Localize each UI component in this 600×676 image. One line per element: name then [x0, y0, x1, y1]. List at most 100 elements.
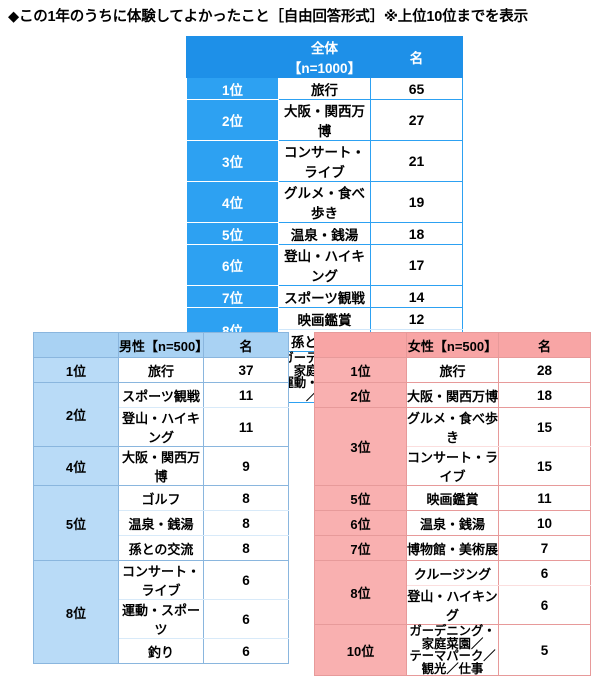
item-label-cell: 釣り [118, 638, 204, 664]
item-label-cell: 旅行 [118, 357, 204, 383]
header-unit-total: 名 [370, 36, 463, 78]
item-label-cell: 温泉・銭湯 [278, 222, 371, 245]
item-label-cell: 登山・ハイキング [278, 244, 371, 286]
table-row: 2位 大阪・関西万博 18 [314, 382, 591, 408]
rank-cell: 2位 [314, 382, 407, 408]
count-value-cell: 65 [370, 77, 463, 100]
item-label-cell: 映画鑑賞 [406, 485, 499, 511]
count-value-cell: 15 [498, 446, 591, 486]
item-label-cell: 温泉・銭湯 [406, 510, 499, 536]
count-value-cell: 11 [203, 382, 289, 408]
count-value-cell: 18 [498, 382, 591, 408]
rank-cell: 3位 [186, 140, 279, 182]
count-value-cell: 8 [203, 535, 289, 561]
item-label-cell: 温泉・銭湯 [118, 510, 204, 536]
table-female: 女性【n=500】 名 1位 旅行 28 2位 大阪・関西万博 18 3位 グルメ・食べ歩き 1… [314, 332, 591, 676]
item-label-cell: クルージング [406, 560, 499, 586]
table-header-row: 男性【n=500】 名 [33, 332, 289, 358]
item-label-cell: 大阪・関西万博 [118, 446, 204, 486]
item-label-cell: コンサート・ライブ [118, 560, 204, 600]
table-row: 6位 温泉・銭湯 10 [314, 510, 591, 536]
table-row: 5位 映画鑑賞 11 [314, 485, 591, 511]
header-group-female: 女性【n=500】 [406, 332, 499, 358]
count-value-cell: 11 [498, 485, 591, 511]
item-label-cell: 博物館・美術展 [406, 535, 499, 561]
count-value-cell: 6 [203, 638, 289, 664]
rank-cell: 6位 [314, 510, 407, 536]
count-value-cell: 6 [203, 560, 289, 600]
count-value-cell: 18 [370, 222, 463, 245]
count-value-cell: 14 [370, 285, 463, 308]
table-row: 7位 スポーツ観戦 14 [186, 285, 463, 308]
rank-cell: 2位 [186, 99, 279, 141]
rank-cell: 10位 [314, 623, 407, 676]
header-group-male: 男性【n=500】 [118, 332, 208, 358]
table-row: 3位 グルメ・食べ歩き 15 [314, 407, 591, 486]
page-title: ◆この1年のうちに体験してよかったこと［自由回答形式］※上位10位までを表示 [8, 9, 528, 25]
header-group-total: 全体【n=1000】 [278, 36, 371, 78]
table-row: 1位 旅行 65 [186, 77, 463, 100]
item-label-cell: 映画鑑賞 [278, 307, 371, 330]
count-value-cell: 5 [498, 623, 591, 676]
rank-cell: 7位 [314, 535, 407, 561]
count-value-cell: 11 [203, 407, 289, 447]
header-unit-female: 名 [498, 332, 591, 358]
table-female-head: 女性【n=500】 名 [314, 332, 591, 358]
table-row: 3位 コンサート・ライブ 21 [186, 140, 463, 182]
item-label-cell: グルメ・食べ歩き [406, 407, 499, 447]
table-row: 孫との交流 8 [34, 535, 289, 561]
table-row: 6位 登山・ハイキング 17 [186, 244, 463, 286]
table-row: 4位 大阪・関西万博 9 [33, 446, 289, 486]
count-value-cell: 9 [203, 446, 289, 486]
table-row: 8位 コンサート・ライブ 6 [33, 560, 289, 664]
table-row: 5位 ゴルフ 8 [33, 485, 289, 561]
item-label-cell: 旅行 [406, 357, 499, 383]
item-label-cell: コンサート・ライブ [406, 446, 499, 486]
rank-cell: 4位 [33, 446, 119, 486]
count-value-cell: 7 [498, 535, 591, 561]
item-label-cell: ゴルフ [118, 485, 204, 511]
item-label-cell: 登山・ハイキング [118, 407, 204, 447]
table-header-row: 女性【n=500】 名 [314, 332, 591, 358]
count-value-cell: 17 [370, 244, 463, 286]
count-value-cell: 10 [498, 510, 591, 536]
table-row: 1位 旅行 37 [33, 357, 289, 383]
count-value-cell: 6 [203, 599, 289, 639]
item-label-cell: コンサート・ライブ [278, 140, 371, 182]
table-row: 5位 温泉・銭湯 18 [186, 222, 463, 245]
rank-cell: 1位 [314, 357, 407, 383]
rank-cell: 1位 [33, 357, 119, 383]
count-value-cell: 12 [370, 307, 463, 330]
table-row: 8位 映画鑑賞 12 [186, 307, 463, 352]
table-male-body: 1位 旅行 37 2位 スポーツ観戦 11 登山・ハイキング 11 4位 大阪・関西万博 9 5位 ゴル… [33, 357, 289, 664]
count-value-cell: 28 [498, 357, 591, 383]
header-rank-blank [186, 36, 279, 78]
rank-cell: 4位 [186, 181, 279, 223]
item-label-cell: スポーツ観戦 [278, 285, 371, 308]
table-row: 8位 クルージング 6 [314, 560, 591, 625]
rank-cell: 6位 [186, 244, 279, 286]
table-male-head: 男性【n=500】 名 [33, 332, 289, 358]
item-label-cell: グルメ・食べ歩き [278, 181, 371, 223]
count-value-cell: 6 [498, 585, 591, 625]
count-value-cell: 19 [370, 181, 463, 223]
count-value-cell: 15 [498, 407, 591, 447]
count-value-cell: 8 [203, 510, 289, 536]
rank-cell: 8位 [33, 560, 119, 664]
table-row: 2位 大阪・関西万博 27 [186, 99, 463, 141]
item-label-cell: 旅行 [278, 77, 371, 100]
count-value-cell: 21 [370, 140, 463, 182]
table-row: 2位 スポーツ観戦 11 [33, 382, 289, 447]
table-row: 登山・ハイキング 6 [315, 585, 591, 625]
table-row: コンサート・ライブ 15 [315, 446, 591, 486]
item-label-cell: 登山・ハイキング [406, 585, 499, 625]
count-value-cell: 8 [203, 485, 289, 511]
rank-cell: 3位 [314, 407, 407, 486]
item-label-cell: ガーデニング・家庭菜園／ テーマパーク／観光／仕事 [406, 623, 499, 676]
count-value-cell: 27 [370, 99, 463, 141]
table-row: 1位 旅行 28 [314, 357, 591, 383]
item-label-cell: 大阪・関西万博 [278, 99, 371, 141]
rank-cell: 5位 [33, 485, 119, 561]
rank-cell: 2位 [33, 382, 119, 447]
table-row: 温泉・銭湯 8 [34, 510, 289, 536]
